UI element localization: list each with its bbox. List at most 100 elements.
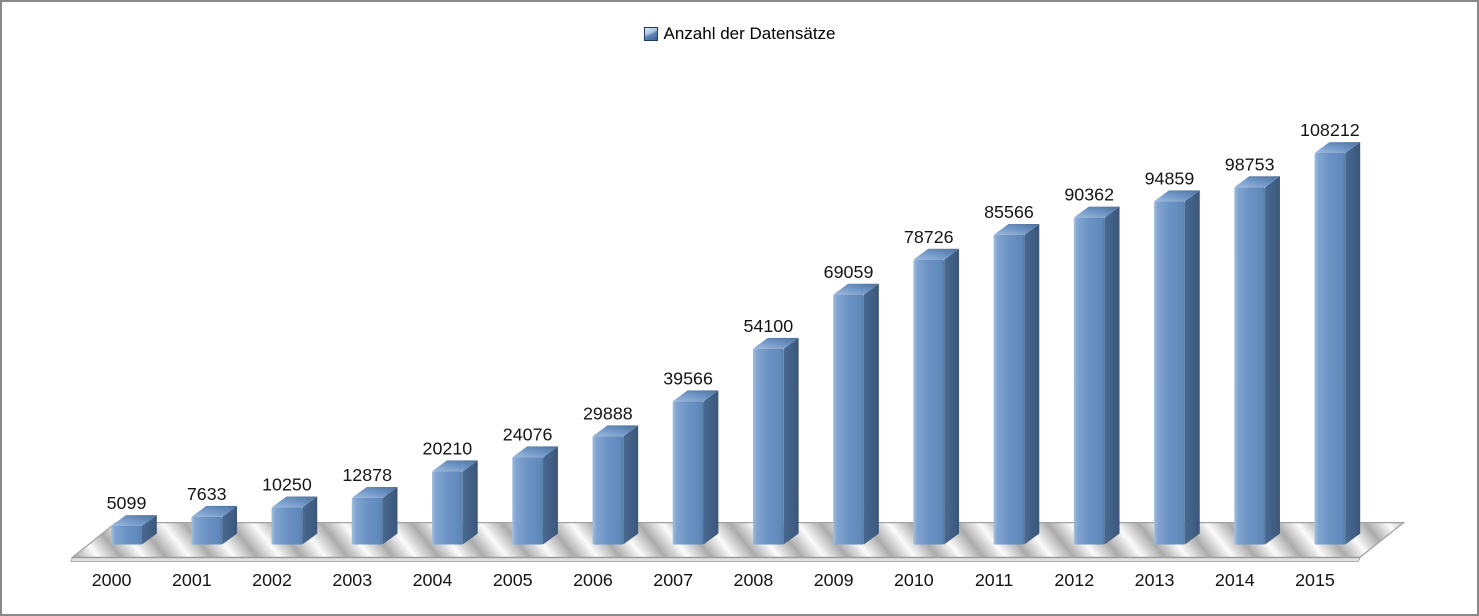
- value-label-2001: 7633: [187, 484, 227, 504]
- bar-2015: [1314, 142, 1361, 545]
- bar-2003: [351, 486, 398, 545]
- bar-top-face: [1073, 206, 1120, 218]
- bar-top-face: [833, 283, 879, 295]
- bar-side-face: [543, 446, 558, 545]
- value-label-2012: 90362: [1064, 185, 1114, 205]
- floor-surface: [70, 521, 1406, 559]
- bar-top-face: [1234, 176, 1280, 188]
- category-label-2015: 2015: [1295, 570, 1335, 590]
- bar-front-face: [833, 294, 864, 545]
- value-label-2013: 94859: [1145, 168, 1195, 188]
- bar-front-face: [271, 507, 303, 545]
- value-label-2015: 108212: [1300, 120, 1360, 140]
- bar-top-face: [592, 425, 639, 437]
- bar-side-face: [141, 515, 157, 545]
- bar-2006: [592, 425, 639, 545]
- bar-top-face: [993, 224, 1040, 235]
- value-label-2014: 98753: [1225, 154, 1275, 174]
- category-label-2005: 2005: [493, 570, 533, 590]
- bar-2010: [913, 248, 960, 545]
- category-label-2002: 2002: [252, 570, 292, 590]
- bar-side-face: [863, 283, 879, 545]
- bar-front-face: [1154, 201, 1185, 545]
- category-label-2004: 2004: [413, 570, 453, 590]
- bar-side-face: [623, 425, 639, 545]
- bar-side-face: [1345, 142, 1361, 545]
- legend-marker-icon: [643, 27, 658, 41]
- bar-top-face: [191, 505, 238, 517]
- value-label-2005: 24076: [503, 424, 553, 444]
- bar-side-face: [382, 486, 398, 545]
- category-label-2010: 2010: [894, 570, 934, 590]
- bar-front-face: [672, 401, 704, 545]
- category-label-2006: 2006: [573, 570, 613, 590]
- bar-top-face: [432, 460, 478, 472]
- bar-front-face: [432, 471, 463, 545]
- value-label-2008: 54100: [743, 316, 793, 336]
- category-label-2008: 2008: [734, 570, 774, 590]
- bar-top-face: [913, 248, 960, 260]
- bar-2004: [432, 460, 478, 545]
- bar-front-face: [1314, 153, 1346, 545]
- category-label-2003: 2003: [332, 570, 372, 590]
- bar-front-face: [592, 436, 624, 545]
- bar-2001: [191, 505, 238, 545]
- value-label-2000: 5099: [107, 493, 147, 513]
- bar-top-face: [752, 337, 799, 349]
- bar-front-face: [993, 234, 1025, 545]
- value-label-2006: 29888: [583, 403, 633, 423]
- bar-top-face: [271, 496, 318, 508]
- value-label-2004: 20210: [423, 438, 473, 458]
- bar-side-face: [462, 460, 478, 545]
- bar-side-face: [944, 248, 960, 545]
- bar-2012: [1073, 206, 1120, 545]
- category-label-2001: 2001: [172, 570, 212, 590]
- bar-front-face: [752, 348, 784, 545]
- bar-side-face: [703, 390, 719, 545]
- bar-2014: [1234, 176, 1280, 545]
- value-label-2011: 85566: [984, 202, 1034, 222]
- bar-2005: [512, 446, 558, 545]
- bar-2013: [1154, 190, 1200, 545]
- value-label-2009: 69059: [824, 262, 874, 282]
- value-label-2002: 10250: [262, 474, 312, 494]
- category-label-2000: 2000: [92, 570, 132, 590]
- category-label-2007: 2007: [653, 570, 693, 590]
- chart-floor: [70, 521, 1406, 562]
- value-label-2010: 78726: [904, 227, 954, 247]
- bar-2008: [752, 337, 799, 545]
- category-label-2013: 2013: [1135, 570, 1175, 590]
- category-label-2009: 2009: [814, 570, 854, 590]
- bar-front-face: [1234, 187, 1266, 545]
- bar-2002: [271, 496, 318, 545]
- bar-top-face: [672, 390, 719, 402]
- category-label-2012: 2012: [1054, 570, 1094, 590]
- bar-front-face: [191, 516, 223, 545]
- bar-front-face: [913, 259, 945, 545]
- value-label-2003: 12878: [342, 465, 392, 485]
- legend-label: Anzahl der Datensätze: [663, 24, 836, 43]
- bar-side-face: [783, 337, 799, 545]
- bar-side-face: [1024, 224, 1040, 545]
- bar-2011: [993, 224, 1040, 545]
- value-label-2007: 39566: [663, 368, 713, 388]
- bar-side-face: [1265, 176, 1280, 545]
- bar-front-face: [111, 526, 142, 545]
- bar-side-face: [1104, 206, 1120, 545]
- bar-2007: [672, 390, 719, 545]
- bar-2000: [111, 515, 157, 545]
- bar-side-face: [1184, 190, 1200, 545]
- bar-front-face: [512, 457, 544, 545]
- bar-side-face: [222, 505, 238, 545]
- bar-top-face: [512, 446, 558, 458]
- category-label-2011: 2011: [975, 570, 1013, 590]
- bar-top-face: [111, 515, 157, 527]
- bar-side-face: [302, 496, 318, 545]
- bar-top-face: [1314, 142, 1361, 154]
- bar-2009: [833, 283, 879, 545]
- legend: Anzahl der Datensätze: [2, 24, 1477, 44]
- bar-top-face: [351, 486, 398, 498]
- category-label-2014: 2014: [1215, 570, 1255, 590]
